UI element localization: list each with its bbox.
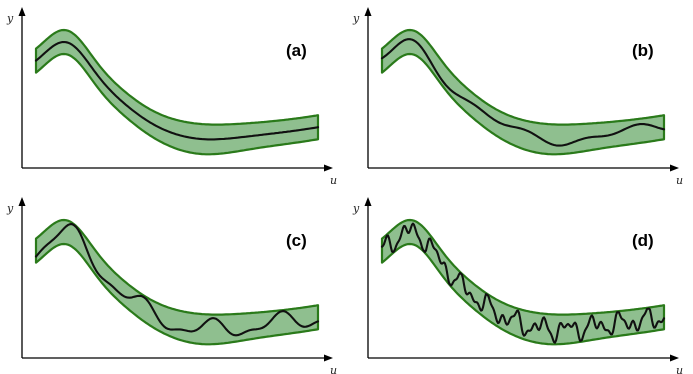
sample-curve <box>34 223 320 337</box>
x-axis-arrow-icon <box>324 354 333 362</box>
panel-b: y u (b) <box>352 7 683 187</box>
x-axis-arrow-icon <box>670 164 679 172</box>
x-axis-label: u <box>330 174 337 187</box>
y-axis-arrow-icon <box>18 7 26 16</box>
y-axis-label: y <box>352 12 360 25</box>
x-axis-label: u <box>676 364 683 374</box>
y-axis-arrow-icon <box>18 197 26 206</box>
x-axis-arrow-icon <box>670 354 679 362</box>
x-axis-arrow-icon <box>324 164 333 172</box>
y-axis-label: y <box>6 202 14 215</box>
panel-label: (c) <box>286 231 307 250</box>
panel-label: (a) <box>286 41 307 60</box>
y-axis-label: y <box>352 202 360 215</box>
panel-d: y u (d) <box>352 197 683 374</box>
panel-label: (d) <box>632 231 654 250</box>
confidence-band <box>380 28 666 156</box>
y-axis-label: y <box>6 12 14 25</box>
confidence-band <box>34 218 320 346</box>
confidence-band <box>34 28 320 156</box>
panel-a: y u (a) <box>6 7 337 187</box>
y-axis-arrow-icon <box>364 197 372 206</box>
confidence-band <box>380 218 666 346</box>
panel-label: (b) <box>632 41 654 60</box>
sample-curve <box>380 222 666 344</box>
y-axis-arrow-icon <box>364 7 372 16</box>
sample-curve <box>380 38 666 147</box>
x-axis-label: u <box>330 364 337 374</box>
panel-c: y u (c) <box>6 197 337 374</box>
sample-curve <box>34 40 320 141</box>
x-axis-label: u <box>676 174 683 187</box>
